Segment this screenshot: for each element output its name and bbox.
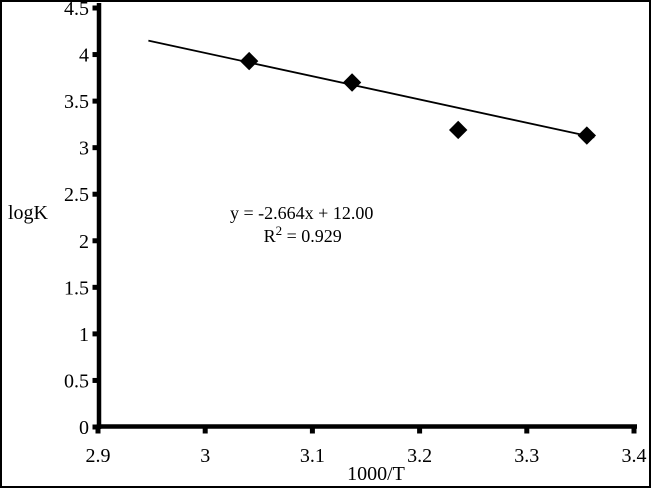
y-tick-label: 4 [79, 45, 89, 67]
r-squared-superscript: 2 [276, 223, 283, 238]
y-axis-label: logK [8, 202, 49, 224]
trendline-equation: y = -2.664x + 12.00 [230, 203, 373, 223]
y-tick-label: 2.5 [64, 184, 89, 206]
y-tick-label: 3.5 [64, 91, 89, 113]
tick-labels: 2.9 3 3.1 3.2 3.3 3.4 0 0.5 1 1.5 2 2.5 3 3.5 4 4.5 [64, 0, 647, 467]
y-tick-label: 0 [79, 417, 89, 439]
data-point [342, 73, 362, 92]
y-tick-label: 2 [79, 231, 89, 253]
r-squared-value: = 0.929 [282, 226, 342, 246]
x-tick-label: 3 [200, 445, 210, 467]
x-tick-label: 3.4 [622, 445, 647, 467]
tick-marks [92, 5, 637, 434]
x-tick-label: 3.3 [514, 445, 539, 467]
data-point [448, 120, 468, 140]
x-tick-label: 3.2 [407, 445, 432, 467]
y-tick-label: 0.5 [64, 370, 89, 392]
r-squared-base: R [264, 226, 276, 246]
x-axis-label: 1000/T [347, 463, 405, 485]
data-point [577, 126, 597, 145]
data-point [239, 51, 259, 71]
x-tick-label: 3.1 [300, 445, 325, 467]
y-tick-label: 3 [79, 138, 89, 160]
x-tick-label: 2.9 [86, 445, 111, 467]
y-tick-label: 1.5 [64, 277, 89, 299]
y-tick-label: 1 [79, 324, 89, 346]
data-series [148, 39, 597, 145]
r-squared-text: R2 = 0.929 [264, 223, 342, 246]
trendline [148, 39, 595, 139]
axes [96, 3, 637, 429]
y-tick-label: 4.5 [64, 0, 89, 20]
